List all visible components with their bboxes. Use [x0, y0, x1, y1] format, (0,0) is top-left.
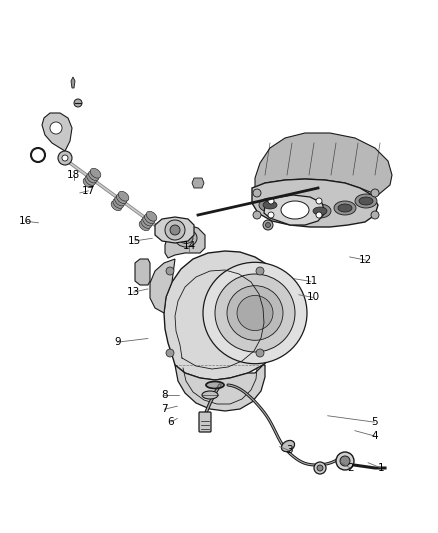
Circle shape	[268, 198, 274, 204]
Polygon shape	[150, 259, 175, 313]
Circle shape	[371, 189, 379, 197]
Polygon shape	[252, 179, 378, 227]
Polygon shape	[175, 365, 265, 411]
Circle shape	[336, 452, 354, 470]
Ellipse shape	[284, 203, 306, 217]
FancyBboxPatch shape	[199, 412, 211, 432]
Ellipse shape	[281, 201, 309, 219]
Text: 5: 5	[371, 417, 378, 427]
Ellipse shape	[202, 391, 218, 399]
Text: 1: 1	[378, 463, 385, 473]
Circle shape	[50, 122, 62, 134]
Text: 10: 10	[307, 293, 320, 302]
Text: 4: 4	[371, 431, 378, 441]
Ellipse shape	[175, 229, 197, 247]
Ellipse shape	[87, 173, 97, 183]
Circle shape	[256, 349, 264, 357]
Circle shape	[58, 151, 72, 165]
Ellipse shape	[338, 204, 352, 212]
Ellipse shape	[143, 216, 153, 226]
Circle shape	[166, 267, 174, 275]
Ellipse shape	[309, 204, 331, 218]
Ellipse shape	[118, 191, 129, 201]
Circle shape	[317, 465, 323, 471]
Text: 14: 14	[183, 241, 196, 251]
Ellipse shape	[139, 221, 150, 231]
Ellipse shape	[146, 211, 157, 221]
Ellipse shape	[288, 206, 302, 214]
Ellipse shape	[355, 194, 377, 208]
Text: 7: 7	[161, 405, 168, 414]
Polygon shape	[71, 77, 75, 88]
Circle shape	[253, 189, 261, 197]
Ellipse shape	[334, 201, 356, 215]
Ellipse shape	[179, 232, 193, 244]
Text: 13: 13	[127, 287, 140, 297]
Text: 9: 9	[114, 337, 121, 347]
Text: 15: 15	[128, 236, 141, 246]
Text: 16: 16	[19, 216, 32, 226]
Ellipse shape	[141, 219, 152, 228]
Circle shape	[371, 211, 379, 219]
Ellipse shape	[259, 198, 281, 212]
Ellipse shape	[227, 286, 283, 340]
Polygon shape	[164, 251, 288, 380]
Text: 2: 2	[347, 463, 354, 473]
Text: 18: 18	[67, 170, 80, 180]
Circle shape	[256, 267, 264, 275]
Ellipse shape	[88, 171, 99, 181]
Text: 3: 3	[286, 446, 293, 455]
Ellipse shape	[145, 214, 155, 223]
Circle shape	[62, 155, 68, 161]
Circle shape	[268, 212, 274, 218]
Text: 12: 12	[359, 255, 372, 265]
Circle shape	[316, 198, 322, 204]
Ellipse shape	[83, 178, 94, 188]
Ellipse shape	[237, 295, 273, 330]
Text: 8: 8	[161, 391, 168, 400]
Circle shape	[316, 212, 322, 218]
Ellipse shape	[359, 197, 373, 205]
Circle shape	[253, 211, 261, 219]
Text: 6: 6	[167, 417, 174, 427]
Ellipse shape	[90, 168, 101, 178]
Polygon shape	[155, 217, 194, 243]
Ellipse shape	[282, 440, 295, 451]
Ellipse shape	[215, 274, 295, 352]
Text: 17: 17	[82, 186, 95, 196]
Polygon shape	[255, 133, 392, 195]
Ellipse shape	[115, 196, 125, 206]
Polygon shape	[165, 225, 205, 258]
Circle shape	[165, 220, 185, 240]
Ellipse shape	[111, 201, 122, 211]
Polygon shape	[192, 178, 204, 188]
Circle shape	[314, 462, 326, 474]
Ellipse shape	[263, 201, 277, 209]
Ellipse shape	[117, 193, 127, 204]
Circle shape	[340, 456, 350, 466]
Polygon shape	[42, 113, 72, 151]
Circle shape	[170, 225, 180, 235]
Polygon shape	[264, 195, 325, 225]
Ellipse shape	[113, 198, 124, 208]
Circle shape	[263, 220, 273, 230]
Ellipse shape	[85, 175, 95, 185]
Ellipse shape	[203, 262, 307, 364]
Circle shape	[74, 99, 82, 107]
Polygon shape	[135, 259, 150, 285]
Ellipse shape	[313, 207, 327, 215]
Ellipse shape	[206, 382, 224, 389]
Text: 11: 11	[304, 277, 318, 286]
Circle shape	[265, 222, 271, 228]
Circle shape	[166, 349, 174, 357]
